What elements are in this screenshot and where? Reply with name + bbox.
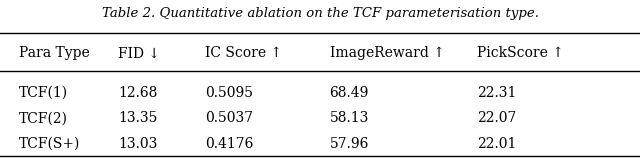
Text: 0.5037: 0.5037 <box>205 111 253 125</box>
Text: 12.68: 12.68 <box>118 86 158 100</box>
Text: IC Score ↑: IC Score ↑ <box>205 46 282 60</box>
Text: 22.07: 22.07 <box>477 111 516 125</box>
Text: 22.31: 22.31 <box>477 86 516 100</box>
Text: 22.01: 22.01 <box>477 137 516 151</box>
Text: 58.13: 58.13 <box>330 111 369 125</box>
Text: Table 2. Quantitative ablation on the TCF parameterisation type.: Table 2. Quantitative ablation on the TC… <box>102 7 538 20</box>
Text: ImageReward ↑: ImageReward ↑ <box>330 46 444 60</box>
Text: TCF(S+): TCF(S+) <box>19 137 81 151</box>
Text: 13.03: 13.03 <box>118 137 158 151</box>
Text: 0.5095: 0.5095 <box>205 86 253 100</box>
Text: TCF(2): TCF(2) <box>19 111 68 125</box>
Text: FID ↓: FID ↓ <box>118 46 161 60</box>
Text: TCF(1): TCF(1) <box>19 86 68 100</box>
Text: PickScore ↑: PickScore ↑ <box>477 46 564 60</box>
Text: 13.35: 13.35 <box>118 111 158 125</box>
Text: 0.4176: 0.4176 <box>205 137 253 151</box>
Text: Para Type: Para Type <box>19 46 90 60</box>
Text: 68.49: 68.49 <box>330 86 369 100</box>
Text: 57.96: 57.96 <box>330 137 369 151</box>
